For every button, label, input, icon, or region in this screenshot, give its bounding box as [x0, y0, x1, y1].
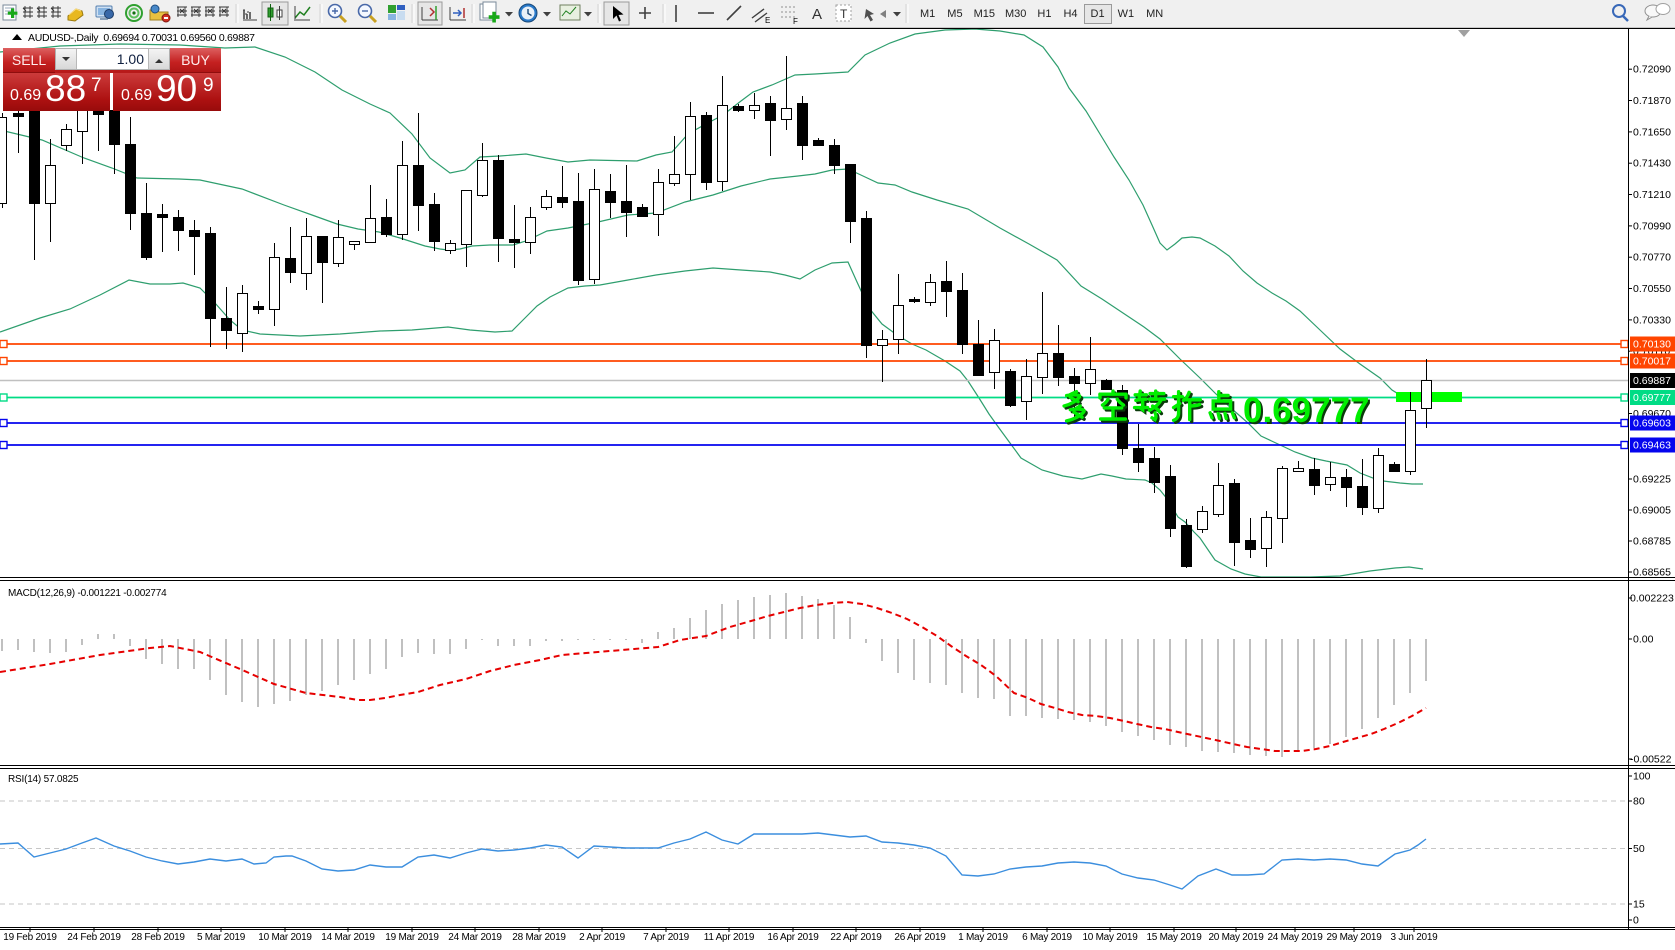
- svg-text:19 Feb 2019: 19 Feb 2019: [3, 932, 57, 943]
- svg-text:10 May 2019: 10 May 2019: [1082, 932, 1138, 943]
- svg-text:MACD(12,26,9) -0.001221 -0.002: MACD(12,26,9) -0.001221 -0.002774: [8, 588, 167, 599]
- svg-text:26 Apr 2019: 26 Apr 2019: [894, 932, 946, 943]
- svg-text:14 Mar 2019: 14 Mar 2019: [321, 932, 375, 943]
- svg-text:15 May 2019: 15 May 2019: [1146, 932, 1202, 943]
- svg-text:0.68565: 0.68565: [1633, 567, 1671, 579]
- svg-text:0.71650: 0.71650: [1633, 126, 1671, 138]
- svg-text:E: E: [765, 16, 770, 25]
- svg-text:0.69887: 0.69887: [1633, 375, 1671, 387]
- svg-text:0.71430: 0.71430: [1633, 158, 1671, 170]
- svg-text:15: 15: [1633, 899, 1645, 911]
- svg-text:0.69777: 0.69777: [1245, 393, 1372, 432]
- svg-text:0.70770: 0.70770: [1633, 252, 1671, 264]
- svg-text:0.69225: 0.69225: [1633, 474, 1671, 486]
- svg-text:-0.00522: -0.00522: [1630, 754, 1672, 766]
- svg-text:3 Jun 2019: 3 Jun 2019: [1391, 932, 1439, 943]
- svg-text:16 Apr 2019: 16 Apr 2019: [767, 932, 819, 943]
- svg-text:F: F: [793, 17, 798, 26]
- svg-text:80: 80: [1633, 796, 1645, 808]
- svg-text:0.69463: 0.69463: [1633, 440, 1671, 452]
- svg-text:10 Mar 2019: 10 Mar 2019: [258, 932, 312, 943]
- svg-text:6 May 2019: 6 May 2019: [1022, 932, 1072, 943]
- svg-text:19 Mar 2019: 19 Mar 2019: [385, 932, 439, 943]
- svg-text:0.68785: 0.68785: [1633, 536, 1671, 548]
- svg-text:0.70330: 0.70330: [1633, 314, 1671, 326]
- svg-text:0.70550: 0.70550: [1633, 283, 1671, 295]
- svg-text:1 May 2019: 1 May 2019: [958, 932, 1008, 943]
- svg-text:0.71210: 0.71210: [1633, 189, 1671, 201]
- svg-text:0.00: 0.00: [1633, 634, 1654, 646]
- svg-text:24 Feb 2019: 24 Feb 2019: [67, 932, 121, 943]
- svg-text:20 May 2019: 20 May 2019: [1208, 932, 1264, 943]
- svg-text:7 Apr 2019: 7 Apr 2019: [643, 932, 690, 943]
- svg-text:2 Apr 2019: 2 Apr 2019: [579, 932, 626, 943]
- svg-text:28 Mar 2019: 28 Mar 2019: [512, 932, 566, 943]
- svg-text:0.71870: 0.71870: [1633, 95, 1671, 107]
- svg-text:0.69777: 0.69777: [1243, 391, 1370, 430]
- svg-text:0.69005: 0.69005: [1633, 505, 1671, 517]
- svg-text:29 May 2019: 29 May 2019: [1326, 932, 1382, 943]
- svg-text:0.69603: 0.69603: [1633, 418, 1671, 430]
- svg-text:100: 100: [1633, 771, 1651, 783]
- svg-text:A: A: [812, 6, 822, 23]
- svg-text:28 Feb 2019: 28 Feb 2019: [131, 932, 185, 943]
- svg-text:T: T: [840, 7, 848, 21]
- svg-text:RSI(14) 57.0825: RSI(14) 57.0825: [8, 774, 79, 785]
- svg-text:50: 50: [1633, 843, 1645, 855]
- svg-text:0.72090: 0.72090: [1633, 64, 1671, 76]
- svg-text:0.70990: 0.70990: [1633, 220, 1671, 232]
- svg-text:24 Mar 2019: 24 Mar 2019: [448, 932, 502, 943]
- svg-text:0.70017: 0.70017: [1633, 356, 1671, 368]
- svg-text:0.70130: 0.70130: [1633, 339, 1671, 351]
- svg-text:0: 0: [1633, 915, 1639, 927]
- svg-text:22 Apr 2019: 22 Apr 2019: [830, 932, 882, 943]
- svg-text:0.69777: 0.69777: [1633, 392, 1671, 404]
- svg-text:0.002223: 0.002223: [1630, 593, 1674, 605]
- svg-text:5 Mar 2019: 5 Mar 2019: [197, 932, 246, 943]
- svg-text:11 Apr 2019: 11 Apr 2019: [704, 932, 755, 943]
- svg-text:24 May 2019: 24 May 2019: [1267, 932, 1323, 943]
- svg-text:AUDUSD-,Daily 0.69694 0.70031: AUDUSD-,Daily 0.69694 0.70031 0.69560 0.…: [28, 32, 255, 44]
